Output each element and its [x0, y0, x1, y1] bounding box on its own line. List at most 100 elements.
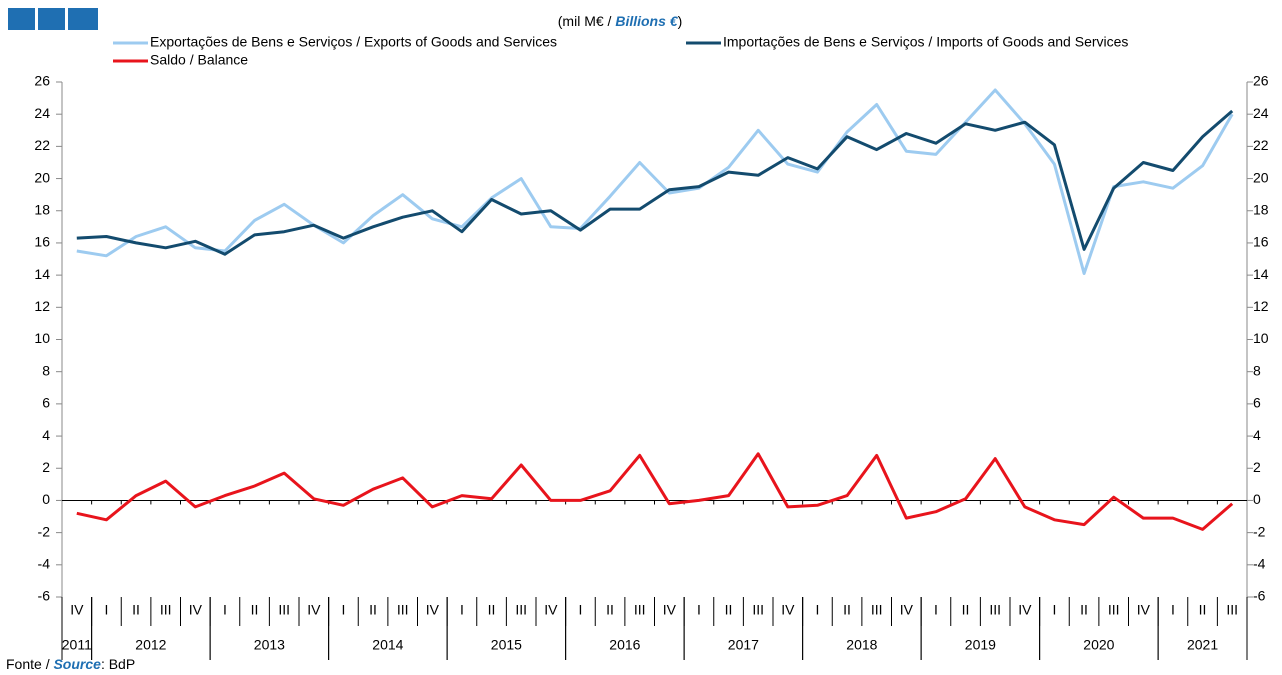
year-label: 2012 [135, 637, 166, 653]
x-tick-label: IV [1137, 602, 1151, 618]
x-tick-label: II [1080, 602, 1088, 618]
y-tick-label: 22 [34, 137, 50, 153]
x-tick-label: I [341, 602, 345, 618]
x-tick-label: I [104, 602, 108, 618]
x-tick-label: III [634, 602, 646, 618]
y-tick-label: 0 [42, 491, 50, 507]
x-tick-label: I [460, 602, 464, 618]
x-tick-label: III [989, 602, 1001, 618]
unit-en: Billions € [615, 13, 678, 29]
x-tick-label: II [962, 602, 970, 618]
y-tick-label: 6 [42, 395, 50, 411]
x-tick-label: IV [663, 602, 677, 618]
x-tick-label: II [606, 602, 614, 618]
y-tick-label: -4 [38, 556, 51, 572]
y2-tick-label: -6 [1253, 588, 1266, 604]
x-tick-label: II [369, 602, 377, 618]
y-tick-label: 12 [34, 298, 50, 314]
x-tick-label: III [1226, 602, 1238, 618]
unit-pt: (mil M€ / [558, 13, 616, 29]
x-tick-label: III [515, 602, 527, 618]
y2-tick-label: 22 [1253, 137, 1269, 153]
x-tick-label: III [160, 602, 172, 618]
y2-tick-label: 12 [1253, 298, 1269, 314]
y2-tick-label: 2 [1253, 459, 1261, 475]
x-tick-label: I [934, 602, 938, 618]
y2-tick-label: 16 [1253, 234, 1269, 250]
source-en: Source [53, 656, 101, 672]
x-tick-label: II [1199, 602, 1207, 618]
y2-tick-label: 0 [1253, 491, 1261, 507]
logo-square [8, 8, 35, 30]
year-label: 2017 [728, 637, 759, 653]
y2-tick-label: 4 [1253, 427, 1261, 443]
x-tick-label: II [843, 602, 851, 618]
x-tick-label: IV [781, 602, 795, 618]
year-label: 2020 [1083, 637, 1114, 653]
x-tick-label: III [752, 602, 764, 618]
y-tick-label: 18 [34, 201, 50, 217]
y2-tick-label: 10 [1253, 330, 1269, 346]
logo-square [38, 8, 65, 30]
x-tick-label: IV [544, 602, 558, 618]
x-tick-label: IV [307, 602, 321, 618]
legend-label: Importações de Bens e Serviços / Imports… [723, 34, 1128, 50]
y2-tick-label: 8 [1253, 362, 1261, 378]
x-tick-label: II [132, 602, 140, 618]
y-tick-label: 16 [34, 234, 50, 250]
x-tick-label: IV [70, 602, 84, 618]
y-tick-label: -6 [38, 588, 51, 604]
y-tick-label: 14 [34, 266, 50, 282]
x-tick-label: I [1171, 602, 1175, 618]
year-label: 2021 [1187, 637, 1218, 653]
year-label: 2013 [254, 637, 285, 653]
x-tick-label: II [251, 602, 259, 618]
y-tick-label: 26 [34, 73, 50, 89]
x-tick-label: I [223, 602, 227, 618]
y-tick-label: 4 [42, 427, 50, 443]
source: Fonte / Source: BdP [6, 656, 135, 672]
x-tick-label: II [725, 602, 733, 618]
y2-tick-label: 24 [1253, 105, 1269, 121]
series-line [76, 452, 1234, 531]
x-tick-label: I [815, 602, 819, 618]
year-label: 2018 [846, 637, 877, 653]
y-tick-label: 8 [42, 362, 50, 378]
x-tick-label: IV [1018, 602, 1032, 618]
x-tick-label: III [1108, 602, 1120, 618]
x-tick-label: II [488, 602, 496, 618]
y-tick-label: 2 [42, 459, 50, 475]
y2-tick-label: 26 [1253, 73, 1269, 89]
year-label: 2014 [372, 637, 403, 653]
unit-label: (mil M€ / Billions €) [558, 13, 682, 29]
y-tick-label: 10 [34, 330, 50, 346]
series-line [76, 109, 1234, 256]
x-tick-label: IV [900, 602, 914, 618]
year-label: 2011 [62, 637, 92, 653]
year-label: 2016 [609, 637, 640, 653]
y2-tick-label: 14 [1253, 266, 1269, 282]
x-tick-label: I [697, 602, 701, 618]
y-tick-label: 20 [34, 169, 50, 185]
y2-tick-label: 6 [1253, 395, 1261, 411]
y2-tick-label: -4 [1253, 556, 1266, 572]
x-tick-label: I [578, 602, 582, 618]
logo-square [68, 8, 98, 30]
x-tick-label: IV [426, 602, 440, 618]
y2-tick-label: -2 [1253, 523, 1266, 539]
series-line [76, 88, 1234, 275]
x-tick-label: I [1052, 602, 1056, 618]
x-tick-label: III [397, 602, 409, 618]
y-tick-label: -2 [38, 523, 51, 539]
x-tick-label: IV [189, 602, 203, 618]
source-pt: Fonte / [6, 656, 53, 672]
y2-tick-label: 20 [1253, 169, 1269, 185]
unit-close: ) [678, 13, 683, 29]
year-label: 2019 [965, 637, 996, 653]
source-rest: : BdP [101, 656, 135, 672]
legend-label: Saldo / Balance [150, 52, 248, 68]
y-tick-label: 24 [34, 105, 50, 121]
x-tick-label: III [278, 602, 290, 618]
x-tick-label: III [871, 602, 883, 618]
